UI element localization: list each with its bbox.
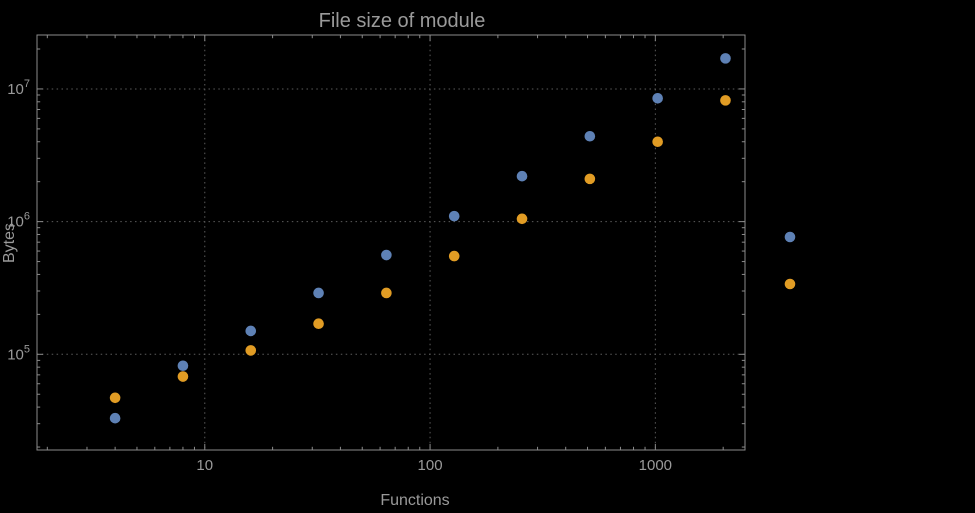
x-tick-label: 1000 <box>639 457 672 474</box>
data-point-series-2-orange <box>652 136 663 148</box>
data-point-series-2-orange <box>584 173 596 185</box>
grid-layer <box>37 35 745 450</box>
data-point-series-2-orange <box>109 392 121 404</box>
data-point-series-2-orange <box>381 287 392 299</box>
legend-marker-series-2-orange <box>784 278 796 290</box>
data-point-series-1-blue <box>652 93 663 104</box>
data-point-series-1-blue <box>109 412 121 424</box>
data-point-series-2-orange <box>720 95 731 106</box>
legend-marker-series-1-blue <box>784 231 796 243</box>
data-point-series-1-blue <box>245 325 257 337</box>
data-point-series-2-orange <box>313 318 324 330</box>
chart-title: File size of module <box>319 10 486 32</box>
plot-frame <box>36 34 746 451</box>
tick-layer <box>37 35 745 450</box>
data-point-series-1-blue <box>448 210 460 222</box>
data-point-series-2-orange <box>516 213 528 225</box>
legend <box>784 231 796 290</box>
data-point-series-2-orange <box>245 345 257 356</box>
data-point-series-2-orange <box>177 371 189 382</box>
y-tick-label: 105 <box>7 343 30 363</box>
data-point-series-2-orange <box>448 250 460 262</box>
x-tick-label: 10 <box>196 457 213 474</box>
data-point-series-1-blue <box>720 53 731 64</box>
data-point-series-1-blue <box>584 130 596 142</box>
x-axis-label: Functions <box>380 492 449 509</box>
x-tick-label: 100 <box>418 457 443 474</box>
points-layer <box>109 53 731 424</box>
y-axis-label: Bytes <box>1 223 18 263</box>
data-point-series-1-blue <box>381 249 392 261</box>
data-point-series-1-blue <box>313 287 324 299</box>
y-tick-label: 107 <box>7 78 30 98</box>
data-point-series-1-blue <box>177 360 189 372</box>
data-point-series-1-blue <box>516 170 528 182</box>
